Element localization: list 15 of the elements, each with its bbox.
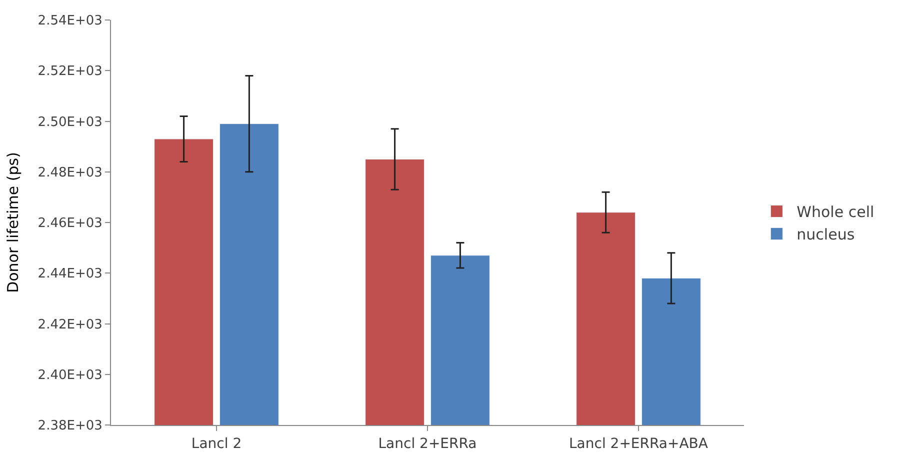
y-tick-label: 2.52E+03 [38,64,102,80]
y-tick-label: 2.48E+03 [38,165,102,180]
x-tick-label: Lancl 2+ERRa+ABA [569,436,708,452]
y-tick-label: 2.44E+03 [38,266,102,282]
y-tick-label: 2.40E+03 [38,368,102,383]
x-tick-label: Lancl 2+ERRa [378,436,477,452]
x-tick-label: Lancl 2 [191,436,242,452]
legend-label: nucleus [796,226,855,244]
y-tick-label: 2.50E+03 [38,114,102,130]
y-axis-title: Donor lifetime (ps) [4,152,22,293]
y-tick-label: 2.54E+03 [38,14,102,29]
legend-label: Whole cell [796,203,874,222]
y-tick-label: 2.46E+03 [38,216,102,232]
y-tick-label: 2.42E+03 [38,317,102,332]
y-tick-label: 2.38E+03 [38,418,102,434]
